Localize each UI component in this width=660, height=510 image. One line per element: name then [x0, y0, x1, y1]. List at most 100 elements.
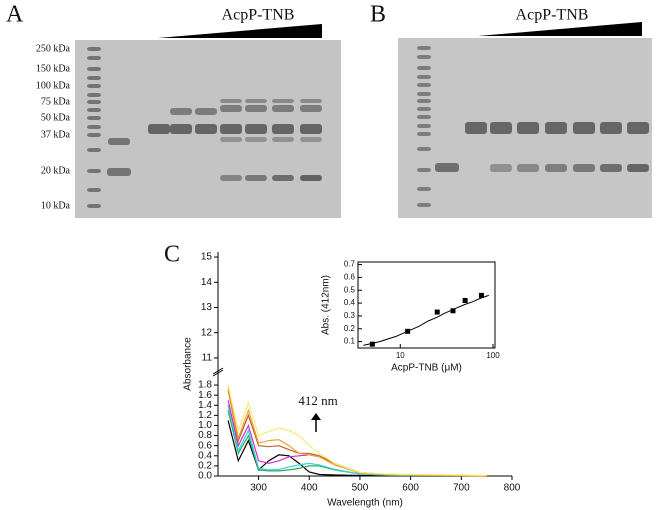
- axis-break: [212, 369, 224, 377]
- gel-band: [87, 133, 101, 137]
- y-tick-label: 0.4: [344, 298, 356, 307]
- y-tick-label: 1.6: [198, 390, 212, 401]
- y-tick-label: 1.2: [198, 410, 212, 421]
- gel-band: [417, 147, 431, 151]
- gel-band: [417, 168, 431, 172]
- y-tick-label: 1.8: [198, 380, 212, 391]
- gel-band: [300, 105, 322, 112]
- gel-band: [417, 124, 431, 128]
- gel-band: [87, 108, 101, 112]
- gel-band: [517, 164, 539, 172]
- x-tick-label: 400: [301, 483, 318, 494]
- gel-band: [220, 175, 242, 181]
- gel-band: [87, 169, 101, 173]
- gel-band: [545, 164, 567, 172]
- gel-band: [107, 168, 131, 176]
- spectrum-line: [227, 420, 487, 477]
- x-tick-label: 100: [486, 351, 500, 360]
- y-tick-label: 12: [201, 327, 213, 338]
- gradient-wedge: [158, 24, 322, 38]
- data-point: [405, 328, 411, 334]
- gel-band: [87, 116, 101, 120]
- marker-label: 10 kDa: [41, 200, 71, 211]
- gel-band: [627, 164, 649, 172]
- y-axis-label: Absorbance: [183, 337, 194, 391]
- gel-band: [87, 125, 101, 129]
- panel-label: C: [164, 242, 180, 268]
- gel-band: [272, 124, 294, 134]
- x-tick-label: 300: [250, 483, 267, 494]
- gel-band: [435, 163, 459, 172]
- x-axis-label: AcpP-TNB (μM): [391, 363, 462, 374]
- gel-band: [573, 122, 595, 134]
- marker-label: 37 kDa: [41, 129, 71, 140]
- gel-band: [220, 105, 242, 112]
- gel-band: [272, 137, 294, 142]
- y-tick-label: 0.2: [198, 461, 212, 472]
- gel-band: [300, 137, 322, 142]
- y-tick-label: 0.5: [344, 285, 356, 294]
- y-tick-label: 0.8: [198, 430, 212, 441]
- gel-band: [300, 99, 322, 103]
- gel-band: [417, 115, 431, 119]
- y-tick-label: 11: [202, 353, 213, 364]
- x-tick-label: 700: [453, 483, 470, 494]
- gel-band: [195, 124, 217, 134]
- annotation: 412 nm: [298, 393, 337, 408]
- gel-band: [220, 137, 242, 142]
- marker-label: 50 kDa: [41, 112, 71, 123]
- gel-band: [272, 105, 294, 112]
- gel-band: [108, 138, 130, 145]
- gel-band: [465, 122, 487, 134]
- gel-band: [87, 148, 101, 152]
- gel-band: [627, 122, 649, 134]
- gel-band: [490, 122, 512, 134]
- data-point: [369, 341, 375, 347]
- gel-band: [245, 99, 267, 103]
- spectrum-line: [227, 384, 487, 477]
- gel-band: [417, 203, 431, 207]
- y-tick-label: 0.4: [198, 450, 212, 461]
- gel-band: [87, 188, 101, 192]
- gradient-wedge: [478, 22, 642, 36]
- gel-band: [417, 107, 431, 111]
- data-point: [450, 308, 456, 314]
- gel-title: AcpP-TNB: [222, 7, 295, 24]
- gel-band: [148, 124, 170, 134]
- gel-band: [245, 105, 267, 112]
- gel-band: [220, 124, 242, 134]
- inset-frame: [357, 261, 496, 349]
- gel-band: [87, 100, 101, 104]
- y-tick-label: 0.6: [344, 273, 356, 282]
- panel-label: B: [370, 2, 386, 28]
- gel-band: [245, 137, 267, 142]
- gel-band: [573, 164, 595, 172]
- gel-band: [87, 67, 101, 71]
- gel-title: AcpP-TNB: [516, 7, 589, 24]
- y-tick-label: 0.1: [344, 337, 356, 346]
- gel-band: [490, 164, 512, 172]
- gel-band: [417, 187, 431, 191]
- gel-band: [195, 108, 217, 115]
- gel-band: [300, 175, 322, 181]
- gel-band: [170, 108, 192, 115]
- annotation-arrowhead: [311, 413, 321, 420]
- y-tick-label: 1.0: [198, 420, 212, 431]
- y-tick-label: 15: [201, 252, 213, 263]
- y-tick-label: 0.2: [344, 324, 356, 333]
- y-tick-label: 0.0: [198, 471, 212, 482]
- marker-label: 150 kDa: [36, 63, 71, 74]
- spectrum-line: [227, 410, 487, 477]
- y-tick-label: 1.4: [198, 400, 212, 411]
- fit-curve: [363, 294, 489, 346]
- x-tick-label: 10: [396, 351, 405, 360]
- gel-band: [417, 99, 431, 103]
- gel-band: [87, 56, 101, 60]
- gel-band: [417, 46, 431, 50]
- x-tick-label: 600: [402, 483, 419, 494]
- gel-band: [417, 83, 431, 87]
- data-point: [434, 309, 440, 315]
- axis-break: [212, 367, 224, 375]
- x-tick-label: 800: [504, 483, 521, 494]
- gel-band: [417, 75, 431, 79]
